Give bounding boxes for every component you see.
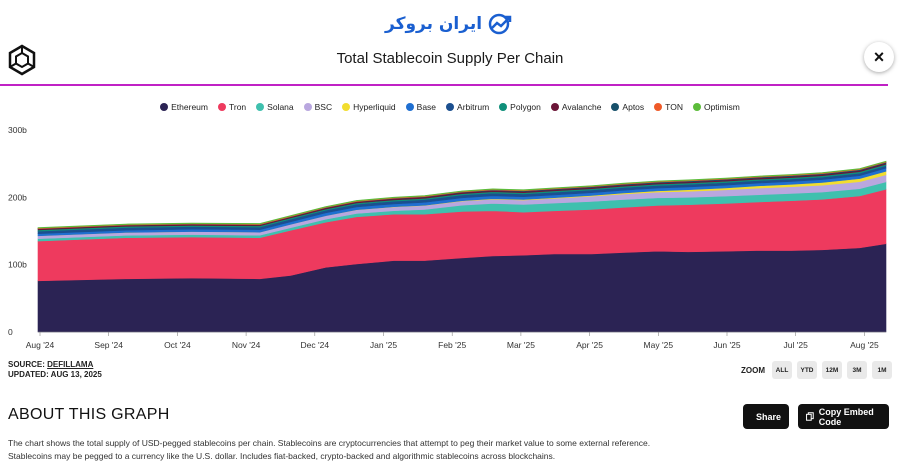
zoom-controls: ZOOM ALL YTD 12M 3M 1M: [741, 361, 892, 379]
zoom-3m-button[interactable]: 3M: [847, 361, 867, 379]
y-tick-label: 300b: [8, 125, 27, 135]
zoom-all-button[interactable]: ALL: [772, 361, 792, 379]
legend-swatch: [303, 103, 312, 111]
legend-label: Base: [416, 102, 437, 112]
copy-icon: [806, 412, 814, 421]
x-tick-label: Aug '24: [26, 340, 55, 350]
legend-item-aptos[interactable]: Aptos: [611, 102, 644, 112]
watermark-text: ایران بروکر: [385, 14, 483, 34]
legend-item-tron[interactable]: Tron: [218, 102, 246, 112]
cube-logo-icon: [8, 44, 36, 76]
chart-legend: Ethereum Tron Solana BSC Hyperliquid Base Arbi…: [0, 102, 900, 112]
x-tick-label: Mar '25: [507, 340, 535, 350]
x-tick-label: Dec '24: [301, 340, 330, 350]
legend-swatch: [550, 103, 559, 111]
close-icon: ×: [873, 46, 885, 67]
y-tick-label: 100b: [8, 260, 27, 270]
about-line-2: Stablecoins may be pegged to a currency …: [8, 451, 556, 461]
legend-label: TON: [665, 102, 683, 112]
about-line-1: The chart shows the total supply of USD-…: [8, 438, 651, 448]
x-tick-label: Jun '25: [713, 340, 740, 350]
legend-swatch: [218, 103, 226, 111]
legend-swatch: [654, 103, 663, 111]
legend-item-solana[interactable]: Solana: [256, 102, 294, 112]
source-label: SOURCE:: [8, 360, 45, 369]
y-tick-label: 0: [8, 327, 13, 337]
x-tick-label: Oct '24: [164, 340, 191, 350]
x-tick-label: Sep '24: [94, 340, 123, 350]
header-divider: [0, 84, 888, 86]
legend-swatch: [611, 103, 620, 111]
x-tick-label: Aug '25: [850, 340, 879, 350]
x-tick-label: Apr '25: [576, 340, 603, 350]
zoom-label: ZOOM: [741, 365, 765, 375]
series-area-optimism: [37, 160, 887, 229]
x-tick-label: Nov '24: [232, 340, 261, 350]
legend-label: Arbitrum: [457, 102, 490, 112]
legend-item-optimism[interactable]: Optimism: [692, 102, 740, 112]
legend-item-arbitrum[interactable]: Arbitrum: [446, 102, 489, 112]
legend-swatch: [692, 103, 701, 111]
legend-swatch: [160, 103, 169, 111]
zoom-1m-button[interactable]: 1M: [872, 361, 892, 379]
legend-swatch: [342, 103, 351, 111]
legend-label: Avalanche: [561, 102, 602, 112]
watermark-logo: ایران بروکر: [385, 10, 514, 38]
legend-item-hyperliquid[interactable]: Hyperliquid: [342, 102, 396, 112]
share-button[interactable]: Share: [743, 404, 789, 429]
legend-label: Hyperliquid: [353, 102, 396, 112]
legend-label: Ethereum: [171, 102, 208, 112]
legend-swatch: [256, 103, 265, 111]
legend-item-base[interactable]: Base: [405, 102, 437, 112]
x-tick-label: Feb '25: [438, 340, 466, 350]
close-button[interactable]: ×: [864, 42, 894, 72]
legend-swatch: [499, 103, 508, 111]
updated-date: UPDATED: AUG 13, 2025: [8, 370, 102, 379]
zoom-12m-button[interactable]: 12M: [822, 361, 842, 379]
legend-label: Tron: [229, 102, 247, 112]
about-description: The chart shows the total supply of USD-…: [8, 437, 888, 463]
legend-label: Optimism: [703, 102, 740, 112]
legend-item-ton[interactable]: TON: [654, 102, 683, 112]
x-tick-label: Jan '25: [370, 340, 397, 350]
legend-label: Polygon: [510, 102, 541, 112]
source-info: SOURCE: DEFILLAMA UPDATED: AUG 13, 2025: [8, 360, 102, 380]
trend-up-icon: [488, 13, 512, 35]
zoom-ytd-button[interactable]: YTD: [797, 361, 817, 379]
legend-item-bsc[interactable]: BSC: [303, 102, 333, 112]
legend-label: Aptos: [622, 102, 645, 112]
x-tick-label: Jul '25: [784, 340, 809, 350]
legend-swatch: [446, 103, 455, 111]
stacked-area-chart: 0 100b 200b 300b Aug '24 Sep '24 Oct '24 Nov '2…: [8, 125, 887, 350]
legend-label: Solana: [267, 102, 294, 112]
y-tick-label: 200b: [8, 192, 27, 202]
source-link[interactable]: DEFILLAMA: [47, 360, 94, 369]
copy-embed-code-button[interactable]: Copy Embed Code: [798, 404, 889, 429]
chart-title: Total Stablecoin Supply Per Chain: [336, 50, 564, 67]
about-heading: ABOUT THIS GRAPH: [8, 406, 170, 423]
copy-embed-label: Copy Embed Code: [818, 406, 874, 427]
legend-swatch: [405, 103, 414, 111]
legend-item-polygon[interactable]: Polygon: [499, 102, 541, 112]
share-label: Share: [756, 411, 782, 422]
legend-item-avalanche[interactable]: Avalanche: [550, 102, 602, 112]
legend-label: BSC: [314, 102, 333, 112]
legend-item-ethereum[interactable]: Ethereum: [160, 102, 208, 112]
x-tick-label: May '25: [644, 340, 674, 350]
